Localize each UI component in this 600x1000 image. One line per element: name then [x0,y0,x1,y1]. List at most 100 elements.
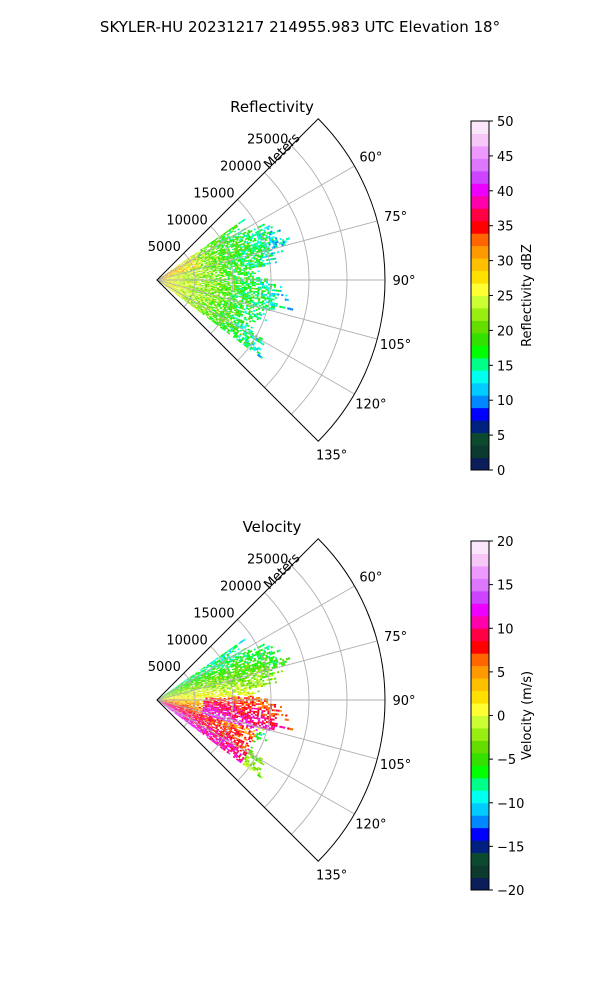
colorbar-segment [471,420,489,434]
colorbar-segment [471,715,489,729]
range-tick-label: 25000 [247,553,288,568]
velocity-panel: Velocity 60° 75° 90° 105° 120° 135° 5000 10000 15… [148,518,535,899]
colorbar-segment [471,445,489,459]
azimuth-line [156,585,355,701]
colorbar-segment [471,245,489,259]
colorbar-tick-label: 10 [497,622,514,637]
azimuth-tick-label: 105° [380,338,411,353]
range-tick-label: 10000 [166,633,207,648]
colorbar-segment [471,777,489,791]
colorbar-segment [471,395,489,409]
colorbar-segment [471,815,489,829]
colorbar-segment [471,270,489,284]
colorbar-tick-label: 5 [497,666,505,681]
colorbar-label: Reflectivity dBZ [520,244,535,347]
colorbar-tick-label: 30 [497,255,514,270]
colorbar-segment [471,307,489,321]
range-tick-label: 20000 [220,580,261,595]
colorbar-tick-label: 45 [497,150,514,165]
colorbar-segment [471,740,489,754]
azimuth-tick-label: 60° [359,151,382,166]
reflectivity-panel: Reflectivity60°75°90°105°120°135°5000100… [148,98,535,479]
polar-frame [156,118,386,442]
colorbar-tick-label: 0 [497,710,505,725]
colorbar-segment [471,802,489,816]
azimuth-tick-label: 75° [384,630,407,645]
colorbar-tick-label: −10 [497,797,524,812]
colorbar-tick-label: 10 [497,394,514,409]
colorbar-segment [471,432,489,446]
colorbar-tick-label: 5 [497,429,505,444]
colorbar-segment [471,345,489,359]
colorbar-label: Velocity (m/s) [520,671,535,760]
colorbar-tick-label: 15 [497,579,514,594]
colorbar-tick-label: −15 [497,840,524,855]
colorbar-tick-label: 20 [497,324,514,339]
azimuth-tick-label: 105° [380,758,411,773]
figure-title: SKYLER-HU 20231217 214955.983 UTC Elevat… [100,18,500,36]
colorbar-tick-label: 25 [497,290,514,305]
colorbar-segment [471,678,489,692]
colorbar-tick-label: 15 [497,359,514,374]
colorbar-segment [471,370,489,384]
colorbar-segment [471,553,489,567]
colorbar-segment [471,295,489,309]
colorbar-segment [471,827,489,841]
colorbar-segment [471,640,489,654]
colorbar-tick-label: 0 [497,464,505,479]
azimuth-tick-label: 120° [355,818,386,833]
colorbar-tick-label: −20 [497,884,524,899]
azimuth-line [156,220,378,281]
colorbar-segment [471,615,489,629]
azimuth-line [156,699,355,815]
colorbar-segment [471,133,489,147]
colorbar-segment [471,541,489,554]
colorbar-tick-label: −5 [497,753,516,768]
colorbar-segment [471,183,489,197]
colorbar-segment [471,665,489,679]
colorbar-segment [471,590,489,604]
azimuth-line [156,279,378,340]
colorbar-tick-label: 35 [497,220,514,235]
colorbar-segment [471,628,489,642]
colorbar-segment [471,852,489,866]
colorbar-segment [471,170,489,184]
colorbar-segment [471,195,489,209]
range-tick-label: 5000 [148,660,181,675]
colorbar-segment [471,765,489,779]
colorbar-segment [471,727,489,741]
range-tick-label: 20000 [220,160,261,175]
colorbar: −20 −15 −10 −5 0 5 10 15 20 Velocity (m/s) [470,535,535,899]
colorbar-segment [471,258,489,272]
colorbar-tick-label: 50 [497,115,514,130]
radar-data [157,638,294,779]
azimuth-tick-label: 60° [359,571,382,586]
colorbar: 0 5 10 15 20 25 30 35 40 45 50 Reflectivity dBZ [470,115,535,479]
panel-title: Reflectivity [230,98,314,116]
colorbar-segment [471,653,489,667]
colorbar-segment [471,578,489,592]
azimuth-tick-label: 90° [392,694,415,709]
azimuth-tick-label: 135° [316,449,347,464]
colorbar-segment [471,865,489,879]
azimuth-line [156,699,378,760]
colorbar-tick-label: 20 [497,535,514,550]
colorbar-segment [471,690,489,704]
colorbar-segment [471,703,489,716]
colorbar-segment [471,208,489,222]
colorbar-segment [471,457,489,471]
azimuth-tick-label: 120° [355,398,386,413]
colorbar-segment [471,840,489,854]
colorbar-segment [471,121,489,134]
colorbar-segment [471,320,489,334]
range-tick-label: 10000 [166,213,207,228]
azimuth-tick-label: 135° [316,869,347,884]
colorbar-segment [471,407,489,421]
colorbar-segment [471,220,489,234]
colorbar-segment [471,877,489,891]
azimuth-line [156,165,355,281]
range-tick-label: 25000 [247,133,288,148]
colorbar-segment [471,603,489,617]
colorbar-segment [471,752,489,766]
